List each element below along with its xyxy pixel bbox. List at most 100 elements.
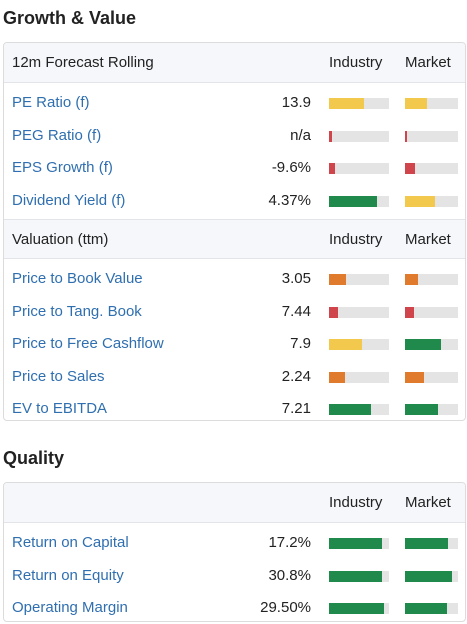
market-rank-bar-fill bbox=[405, 195, 435, 207]
industry-rank-bar-fill bbox=[329, 195, 377, 207]
industry-rank-bar bbox=[329, 163, 389, 174]
metric-link-price-to-free-cashflow[interactable]: Price to Free Cashflow bbox=[12, 335, 164, 352]
metric-row-price-to-tang-book: Price to Tang. Book 7.44 bbox=[4, 296, 465, 329]
forecast-header-label: 12m Forecast Rolling bbox=[12, 54, 154, 71]
market-rank-bar-fill bbox=[405, 404, 438, 415]
industry-rank-bar-fill bbox=[329, 570, 382, 582]
metric-link-operating-margin[interactable]: Operating Margin bbox=[12, 599, 128, 616]
market-rank-bar bbox=[405, 274, 458, 285]
industry-column-header: Industry bbox=[329, 231, 383, 248]
growth-value-title: Growth & Value bbox=[3, 8, 137, 28]
market-rank-bar bbox=[405, 98, 458, 109]
metric-link-pe-ratio-f[interactable]: PE Ratio (f) bbox=[12, 94, 90, 111]
metric-value: -9.6% bbox=[271, 159, 311, 176]
industry-column-header: Industry bbox=[329, 494, 383, 511]
market-rank-bar-fill bbox=[405, 538, 449, 549]
quality-title: Quality bbox=[3, 448, 65, 468]
metric-link-price-to-tang-book[interactable]: Price to Tang. Book bbox=[12, 302, 142, 320]
industry-rank-bar bbox=[329, 570, 389, 582]
metric-value: 4.37% bbox=[268, 191, 311, 209]
market-rank-bar bbox=[405, 130, 458, 142]
industry-rank-bar bbox=[329, 371, 389, 383]
industry-rank-bar-fill bbox=[329, 274, 346, 285]
industry-rank-bar-fill bbox=[329, 339, 362, 350]
metric-link-dividend-yield-f[interactable]: Dividend Yield (f) bbox=[12, 191, 126, 209]
metric-row-operating-margin: Operating Margin 29.50% bbox=[4, 592, 465, 621]
metric-link-return-on-equity[interactable]: Return on Equity bbox=[12, 566, 124, 584]
industry-rank-bar bbox=[329, 538, 389, 549]
industry-rank-bar-fill bbox=[329, 371, 346, 383]
industry-rank-bar-fill bbox=[329, 538, 382, 549]
metric-value: 29.50% bbox=[260, 599, 311, 616]
metric-link-ev-to-ebitda[interactable]: EV to EBITDA bbox=[12, 400, 108, 417]
metric-value: 2.24 bbox=[281, 367, 311, 385]
metric-row-price-to-free-cashflow: Price to Free Cashflow 7.9 bbox=[4, 328, 465, 361]
quality-rows: Return on Capital 17.2% Return on Equity 30… bbox=[4, 523, 465, 621]
valuation-header: Valuation (ttm) Industry Market bbox=[4, 219, 465, 259]
market-rank-bar-fill bbox=[405, 163, 415, 174]
metric-row-peg-ratio-f: PEG Ratio (f) n/a bbox=[4, 120, 465, 153]
metric-row-eps-growth-f: EPS Growth (f) -9.6% bbox=[4, 152, 465, 185]
metric-row-return-on-capital: Return on Capital 17.2% bbox=[4, 527, 465, 560]
metric-value: 17.2% bbox=[268, 534, 311, 551]
industry-rank-bar bbox=[329, 130, 389, 142]
market-rank-bar bbox=[405, 404, 458, 415]
industry-rank-bar-fill bbox=[329, 603, 385, 614]
market-rank-bar bbox=[405, 570, 458, 582]
market-rank-bar bbox=[405, 371, 458, 383]
quality-header: Industry Market bbox=[4, 483, 465, 523]
market-rank-bar-fill bbox=[405, 98, 428, 109]
industry-rank-bar-fill bbox=[329, 98, 364, 109]
industry-rank-bar-fill bbox=[329, 130, 332, 142]
industry-rank-bar bbox=[329, 306, 389, 318]
market-rank-bar bbox=[405, 163, 458, 174]
metric-link-price-to-sales[interactable]: Price to Sales bbox=[12, 367, 105, 385]
market-rank-bar-fill bbox=[405, 339, 442, 350]
industry-rank-bar-fill bbox=[329, 306, 338, 318]
market-column-header: Market bbox=[405, 54, 451, 71]
metric-value: 7.44 bbox=[281, 302, 311, 320]
metric-row-ev-to-ebitda: EV to EBITDA 7.21 bbox=[4, 393, 465, 420]
metric-row-price-to-book-value: Price to Book Value 3.05 bbox=[4, 263, 465, 296]
metric-row-dividend-yield-f: Dividend Yield (f) 4.37% bbox=[4, 185, 465, 218]
metric-value: 13.9 bbox=[281, 94, 311, 111]
forecast-rows: PE Ratio (f) 13.9 PEG Ratio (f) n/a EPS Grow… bbox=[4, 83, 465, 219]
market-rank-bar bbox=[405, 306, 458, 318]
industry-rank-bar bbox=[329, 195, 389, 207]
market-rank-bar bbox=[405, 603, 458, 614]
industry-rank-bar bbox=[329, 98, 389, 109]
market-rank-bar bbox=[405, 195, 458, 207]
metric-link-eps-growth-f[interactable]: EPS Growth (f) bbox=[12, 159, 113, 176]
market-rank-bar-fill bbox=[405, 603, 448, 614]
metric-value: 7.9 bbox=[290, 335, 311, 352]
market-rank-bar bbox=[405, 339, 458, 350]
quality-card: Industry Market Return on Capital 17.2% Re… bbox=[3, 482, 466, 622]
metric-link-peg-ratio-f[interactable]: PEG Ratio (f) bbox=[12, 126, 102, 144]
metric-row-return-on-equity: Return on Equity 30.8% bbox=[4, 560, 465, 593]
industry-rank-bar-fill bbox=[329, 404, 371, 415]
forecast-header: 12m Forecast Rolling Industry Market bbox=[4, 43, 465, 83]
metric-value: n/a bbox=[290, 126, 311, 144]
market-rank-bar bbox=[405, 538, 458, 549]
industry-rank-bar bbox=[329, 404, 389, 415]
market-rank-bar-fill bbox=[405, 306, 414, 318]
valuation-rows: Price to Book Value 3.05 Price to Tang. Bo… bbox=[4, 259, 465, 420]
metric-value: 3.05 bbox=[281, 270, 311, 287]
metric-link-price-to-book-value[interactable]: Price to Book Value bbox=[12, 270, 143, 287]
market-rank-bar-fill bbox=[405, 274, 418, 285]
metric-value: 7.21 bbox=[281, 400, 311, 417]
industry-rank-bar bbox=[329, 274, 389, 285]
valuation-header-label: Valuation (ttm) bbox=[12, 231, 109, 248]
metric-row-price-to-sales: Price to Sales 2.24 bbox=[4, 361, 465, 394]
industry-rank-bar bbox=[329, 603, 389, 614]
metric-value: 30.8% bbox=[268, 566, 311, 584]
industry-rank-bar-fill bbox=[329, 163, 335, 174]
market-column-header: Market bbox=[405, 494, 451, 511]
market-rank-bar-fill bbox=[405, 371, 425, 383]
market-rank-bar-fill bbox=[405, 130, 408, 142]
metric-link-return-on-capital[interactable]: Return on Capital bbox=[12, 534, 129, 551]
industry-rank-bar bbox=[329, 339, 389, 350]
market-rank-bar-fill bbox=[405, 570, 452, 582]
market-column-header: Market bbox=[405, 231, 451, 248]
industry-column-header: Industry bbox=[329, 54, 383, 71]
